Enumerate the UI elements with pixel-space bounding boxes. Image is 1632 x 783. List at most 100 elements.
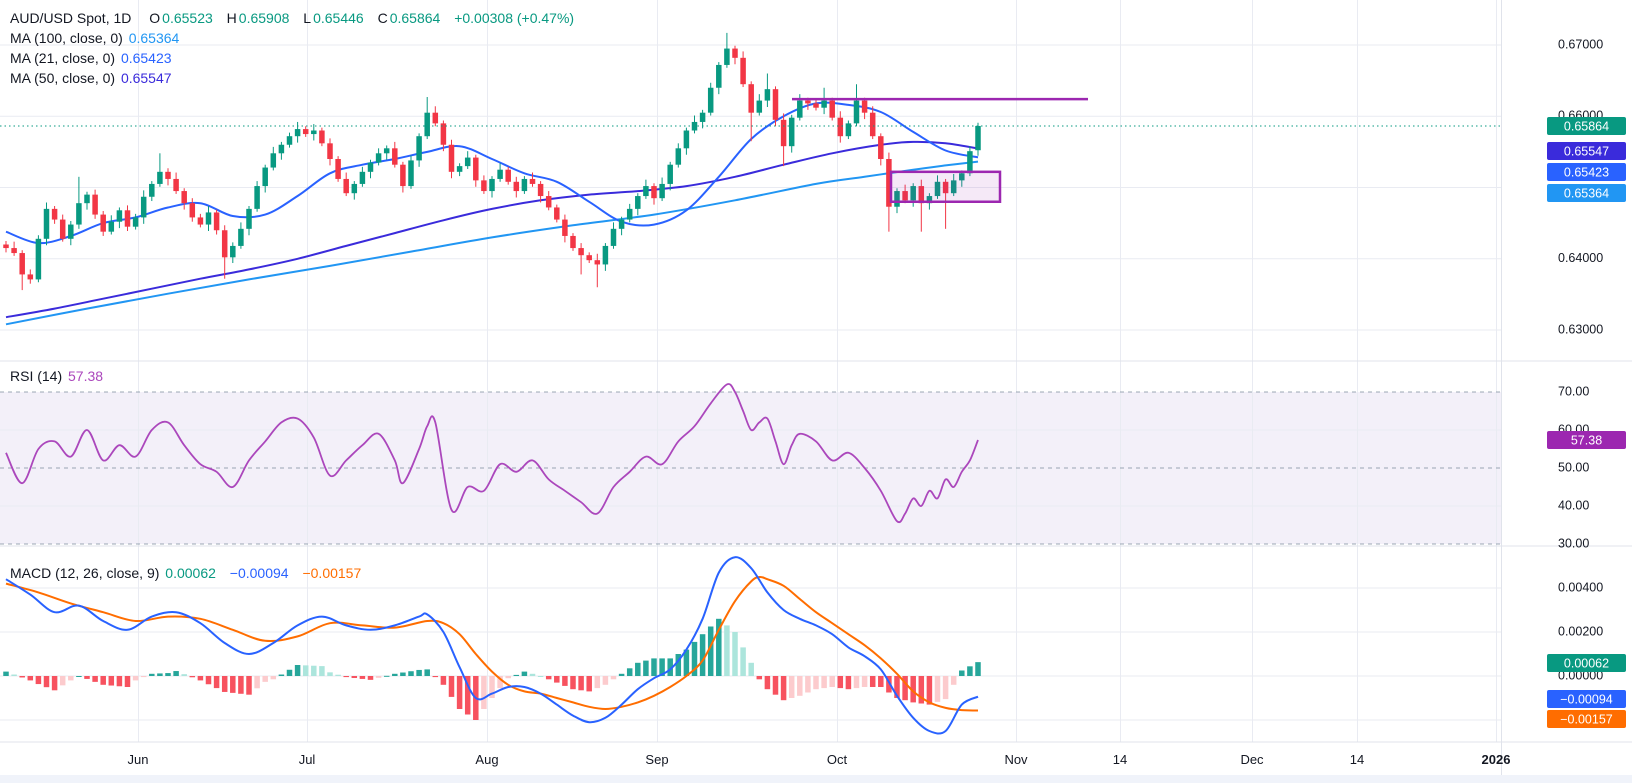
ma100-legend-row[interactable]: MA (100, close, 0) 0.65364 [10, 28, 584, 48]
macd-histogram-bar [367, 676, 374, 680]
macd-histogram-bar [643, 660, 649, 676]
candle-body [149, 183, 155, 197]
price-axis[interactable]: 0.670000.660000.640000.6300070.0060.0050… [1558, 37, 1603, 682]
macd-histogram-bar [383, 675, 390, 677]
macd-histogram-bar [335, 674, 341, 676]
macd-histogram-bar [205, 676, 212, 685]
macd-histogram-bar [594, 676, 601, 689]
candle-body [545, 196, 552, 208]
macd-histogram-bar [975, 662, 981, 676]
candle-body [594, 260, 601, 265]
candle-body [821, 100, 827, 108]
candle-body [489, 178, 495, 192]
candle-body [845, 123, 852, 137]
macd-label: MACD (12, 26, close, 9) [10, 565, 160, 581]
candle-body [707, 87, 714, 113]
time-axis-label: 14 [1350, 752, 1364, 767]
candle-body [173, 178, 179, 192]
macd-histogram-bar [788, 676, 795, 698]
price-badge-bg [1547, 117, 1626, 135]
macd-histogram-bar [132, 676, 139, 681]
macd-histogram-bar [853, 676, 860, 689]
rsi-axis-label: 50.00 [1558, 460, 1589, 474]
macd-pane[interactable] [3, 556, 981, 735]
macd-histogram-bar [424, 669, 430, 676]
macd-histogram-bar [230, 676, 236, 693]
ma50-legend-row[interactable]: MA (50, close, 0) 0.65547 [10, 68, 584, 88]
candle-body [294, 129, 301, 137]
ma21-legend-row[interactable]: MA (21, close, 0) 0.65423 [10, 48, 584, 68]
macd-histogram-bar [84, 676, 90, 679]
main-pane[interactable] [0, 32, 1501, 326]
candle-body [886, 159, 892, 207]
candle-body [959, 173, 965, 181]
macd-histogram-bar [270, 676, 277, 680]
candle-body [780, 119, 787, 147]
candle-body [408, 160, 414, 187]
time-axis-label: Jun [128, 752, 149, 767]
symbol-title: AUD/USD Spot, 1D [10, 10, 132, 26]
time-axis-label: Aug [475, 752, 498, 767]
rsi-value: 57.38 [68, 368, 104, 384]
ma50-line [5, 140, 979, 319]
price-badge-text: 0.65364 [1564, 186, 1609, 200]
macd-histogram-bar [302, 665, 309, 676]
candle-body [221, 230, 228, 258]
candle-body [521, 178, 528, 192]
macd-histogram-bar [683, 649, 690, 676]
price-badge-bg [1547, 163, 1626, 181]
candle-body [367, 162, 374, 172]
candle-body [311, 130, 317, 135]
macd-histogram-bar [311, 665, 317, 676]
time-axis-label: Oct [827, 752, 848, 767]
macd-histogram-bar [262, 676, 268, 682]
candle-body [189, 203, 196, 218]
ma100-value: 0.65364 [128, 30, 180, 46]
macd-histogram-bar [780, 676, 787, 701]
candle-body [132, 217, 139, 227]
macd-histogram-bar [116, 676, 123, 687]
macd-histogram-bar [748, 662, 754, 676]
candle-body [934, 181, 941, 197]
candle-body [748, 84, 754, 113]
macd-histogram-bar [675, 654, 682, 676]
macd-histogram-bar [92, 676, 98, 682]
candle-body [772, 89, 779, 120]
macd-badge-text: −0.00094 [1560, 692, 1613, 706]
macd-histogram-bar [189, 676, 196, 678]
candle-body [967, 151, 973, 174]
time-axis[interactable]: Jun Jul Aug Sep Oct Nov 14 Dec 14 2026 [128, 752, 1511, 767]
rectangle-drawing[interactable] [889, 170, 1002, 203]
macd-histogram-bar [886, 676, 892, 693]
macd-histogram-bar [845, 676, 852, 690]
candle-body [950, 180, 957, 194]
gridlines [0, 0, 1501, 742]
macd-histogram-bar [716, 618, 722, 676]
candle-body [181, 191, 187, 204]
macd-histogram-bar [651, 658, 657, 676]
rsi-pane[interactable] [5, 383, 979, 524]
symbol-row[interactable]: AUD/USD Spot, 1D O 0.65523 H 0.65908 L 0.65… [10, 8, 584, 28]
price-badge: 0.65547 [1547, 142, 1626, 160]
candle-body [35, 238, 42, 280]
macd-legend[interactable]: MACD (12, 26, close, 9) 0.00062 −0.00094… [10, 563, 371, 583]
candle-body [716, 64, 722, 88]
candle-body [68, 224, 74, 239]
candle-body [76, 203, 82, 225]
rsi-legend[interactable]: RSI (14) 57.38 [10, 366, 113, 386]
candle-body [448, 144, 455, 172]
candle-body [11, 248, 17, 254]
macd-hist-value: 0.00062 [165, 565, 216, 581]
candle-body [140, 196, 147, 218]
macd-histogram-bar [813, 676, 819, 690]
macd-histogram-bar [165, 673, 171, 676]
ma21-value: 0.65423 [120, 50, 172, 66]
candlestick-series [3, 32, 981, 291]
macd-histogram-bar [586, 676, 592, 692]
candle-body [278, 144, 285, 154]
macd-histogram-bar [108, 676, 115, 686]
macd-histogram-bar [959, 670, 965, 676]
macd-badge-bg [1547, 690, 1626, 708]
